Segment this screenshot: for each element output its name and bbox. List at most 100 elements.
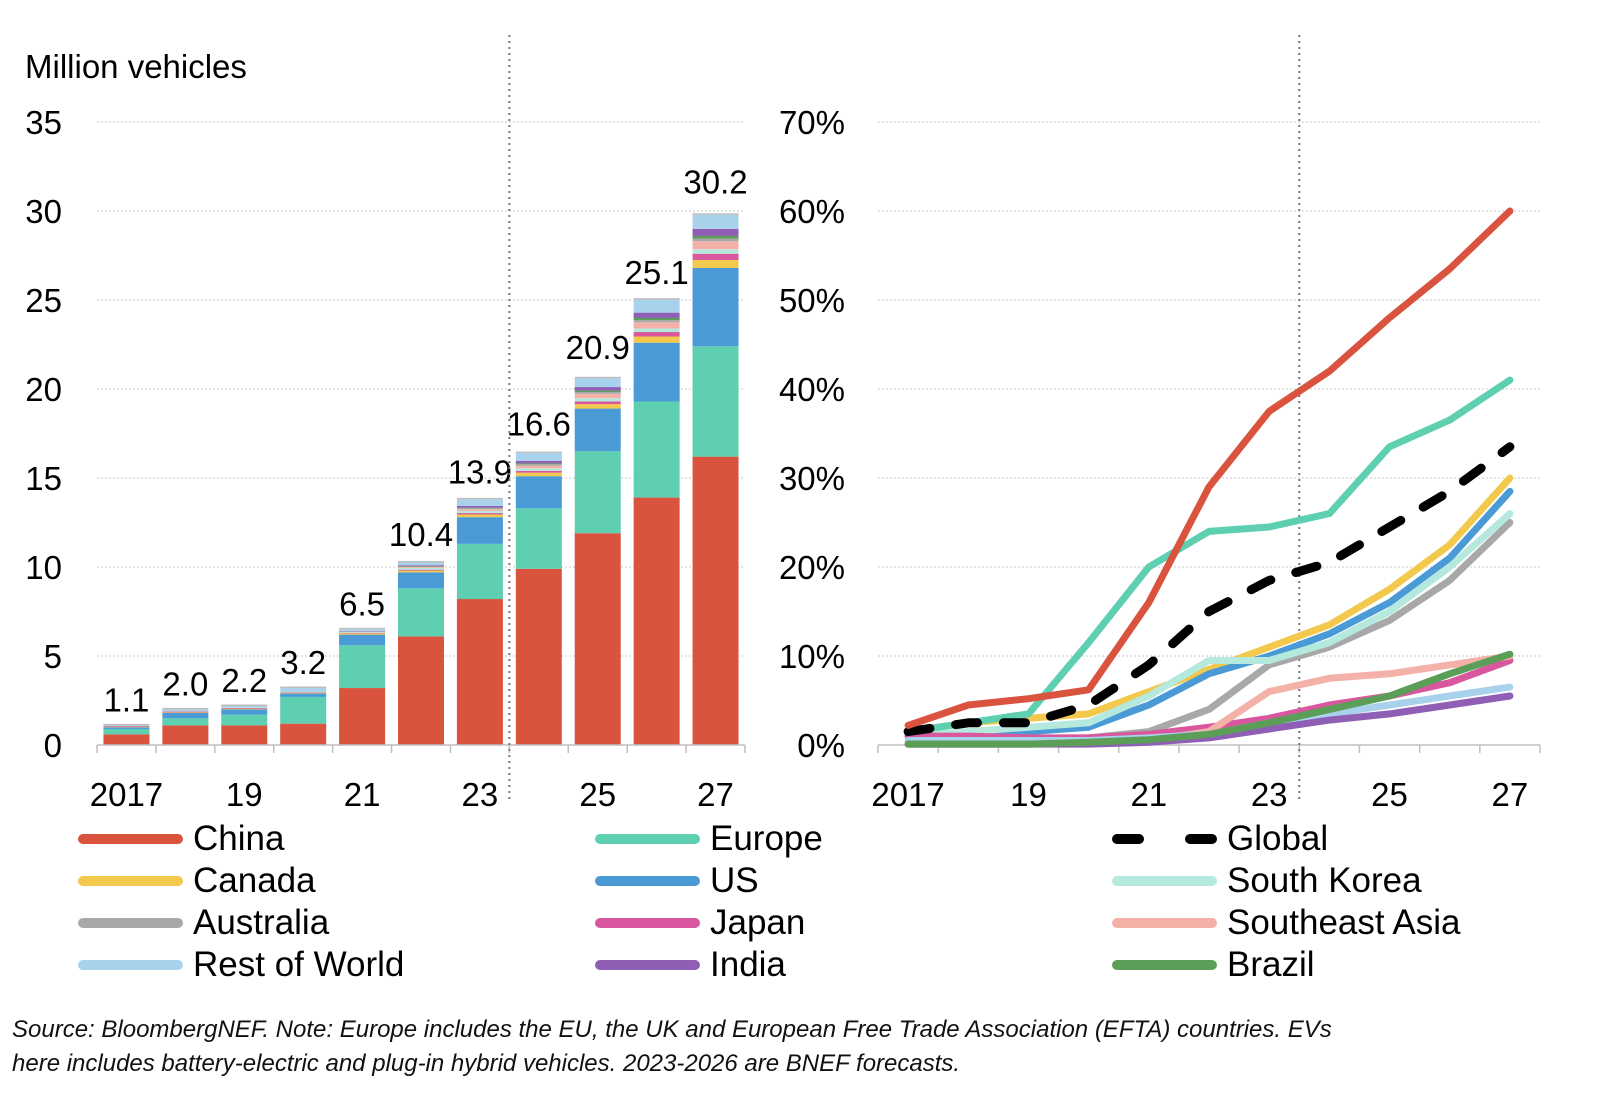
bar-segment-south-korea bbox=[456, 510, 503, 514]
legend-swatch-global-dashed bbox=[1112, 834, 1217, 844]
bar-cap bbox=[574, 376, 621, 379]
bar-total-label: 10.4 bbox=[389, 516, 453, 553]
bar-segment-europe bbox=[280, 696, 327, 724]
legend-label: Europe bbox=[710, 819, 823, 858]
bar-segment-china bbox=[339, 688, 386, 745]
bar-segment-rest-of-world bbox=[633, 299, 680, 313]
legend-swatch-china bbox=[78, 834, 183, 844]
legend-swatch-southeast-asia bbox=[1112, 918, 1217, 928]
bar-segment-southeast-asia bbox=[574, 393, 621, 399]
y-tick-label: 30 bbox=[25, 193, 62, 230]
legend-swatch-south-korea bbox=[1112, 876, 1217, 886]
bar-segment-china bbox=[398, 636, 444, 745]
x-tick-label: 21 bbox=[1130, 776, 1167, 813]
y-tick-label: 20% bbox=[779, 549, 845, 586]
bar-segment-rest-of-world bbox=[515, 453, 562, 461]
bar-segment-us bbox=[398, 572, 444, 589]
bar-segment-south-korea bbox=[692, 249, 739, 254]
legend-swatch-australia bbox=[78, 918, 183, 928]
legend-item-canada: Canada bbox=[78, 860, 316, 902]
bar-segment-us bbox=[221, 709, 268, 715]
bar-segment-canada bbox=[633, 336, 680, 343]
bar-segment-japan bbox=[162, 711, 209, 713]
source-note-line-2: here includes battery-electric and plug-… bbox=[12, 1050, 961, 1077]
line-series-global bbox=[903, 442, 1515, 737]
line-series-canada bbox=[904, 474, 1514, 736]
legend-label: India bbox=[710, 945, 786, 984]
left-bar-chart: 0 5 10 15 20 25 30 35 Million vehicles 1.1 2.0 2.2 3… bbox=[25, 35, 748, 813]
bar-segment-rest-of-world bbox=[574, 378, 621, 388]
bar-segment-india bbox=[456, 505, 503, 508]
bar-segment-europe bbox=[515, 508, 562, 569]
legend-label: South Korea bbox=[1227, 861, 1422, 900]
bar-total-label: 13.9 bbox=[448, 454, 512, 491]
bar-segment-india bbox=[515, 460, 562, 464]
bar-cap bbox=[398, 561, 444, 563]
y-tick-label: 50% bbox=[779, 282, 845, 319]
bar-segment-china bbox=[633, 497, 680, 745]
bar-total-label: 2.2 bbox=[221, 662, 267, 699]
bar-segment-japan bbox=[280, 692, 327, 693]
legend-label: US bbox=[710, 861, 759, 900]
x-tick-label: 19 bbox=[226, 776, 263, 813]
legend-swatch-canada bbox=[78, 876, 183, 886]
line-series-us bbox=[904, 487, 1514, 740]
bar-segment-brazil bbox=[456, 507, 503, 509]
bar-total-label: 1.1 bbox=[104, 681, 150, 718]
bar-segment-us bbox=[456, 517, 503, 544]
bar-total-label: 25.1 bbox=[625, 254, 689, 291]
legend-item-global: Global bbox=[1112, 818, 1328, 860]
bar-segment-europe bbox=[339, 645, 386, 689]
bar-segment-japan bbox=[398, 569, 444, 571]
legend-swatch-rest-of-world bbox=[78, 960, 183, 970]
bar-segment-south-korea bbox=[162, 711, 209, 712]
legend-swatch-japan bbox=[595, 918, 700, 928]
legend-label: Rest of World bbox=[193, 945, 405, 984]
bar-cap bbox=[339, 627, 386, 630]
y-tick-label: 30% bbox=[779, 460, 845, 497]
bar-cap bbox=[103, 723, 150, 726]
bar-segment-us bbox=[692, 267, 739, 347]
bar-segment-canada bbox=[456, 514, 503, 518]
bar-segment-china bbox=[103, 734, 150, 745]
line-series-south-korea bbox=[904, 510, 1514, 740]
charts-area: 0 5 10 15 20 25 30 35 Million vehicles 1.1 2.0 2.2 3… bbox=[25, 35, 1541, 813]
y-tick-label: 35 bbox=[25, 104, 62, 141]
line-series-china bbox=[904, 207, 1514, 729]
bar-segment-japan bbox=[574, 401, 621, 405]
x-tick-label: 2017 bbox=[90, 776, 163, 813]
y-tick-label: 40% bbox=[779, 371, 845, 408]
legend-item-india: India bbox=[595, 944, 786, 986]
bar-segment-southeast-asia bbox=[398, 567, 444, 568]
legend-item-us: US bbox=[595, 860, 759, 902]
y-tick-label: 0 bbox=[44, 727, 62, 764]
y-tick-label: 70% bbox=[779, 104, 845, 141]
legend-item-rest-of-world: Rest of World bbox=[78, 944, 404, 986]
bar-segment-china bbox=[221, 725, 268, 745]
y-axis-title: Million vehicles bbox=[25, 48, 247, 85]
bar-segment-india bbox=[398, 565, 444, 567]
bar-segment-rest-of-world bbox=[339, 629, 386, 632]
x-tick-label: 19 bbox=[1010, 776, 1047, 813]
x-tick-label: 23 bbox=[1251, 776, 1288, 813]
bar-segment-europe bbox=[162, 718, 209, 726]
bar-segment-canada bbox=[692, 259, 739, 268]
bar-segment-japan bbox=[692, 253, 739, 260]
bar-segment-australia bbox=[692, 238, 739, 242]
legend-swatch-us bbox=[595, 876, 700, 886]
legend-swatch-europe bbox=[595, 834, 700, 844]
bar-cap bbox=[280, 686, 327, 689]
bar-segment-india bbox=[633, 312, 680, 318]
legend-item-europe: Europe bbox=[595, 818, 823, 860]
bar-segment-rest-of-world bbox=[221, 706, 268, 708]
bar-cap bbox=[515, 451, 562, 454]
bar-segment-japan bbox=[103, 725, 150, 727]
bar-segment-canada bbox=[339, 633, 386, 635]
line-series-brazil bbox=[904, 650, 1514, 748]
bar-total-label: 6.5 bbox=[339, 585, 385, 622]
bar-segment-rest-of-world bbox=[692, 214, 739, 229]
source-note: Source: BloombergNEF. Note: Europe inclu… bbox=[12, 1013, 1600, 1081]
bar-segment-europe bbox=[398, 588, 444, 637]
bar-segment-southeast-asia bbox=[633, 322, 680, 329]
x-tick-label: 27 bbox=[1492, 776, 1529, 813]
